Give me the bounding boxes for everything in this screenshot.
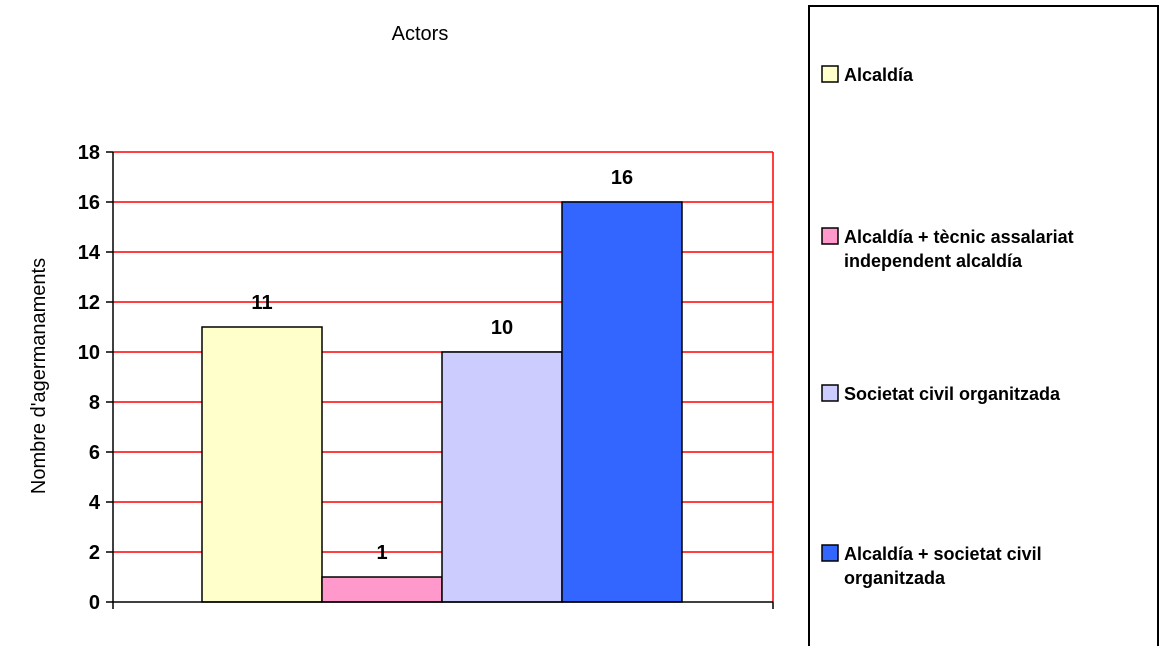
bar bbox=[201, 326, 323, 603]
data-label: 11 bbox=[251, 292, 272, 314]
data-label: 10 bbox=[491, 317, 513, 339]
legend-label: Alcaldía + tècnic assalariat bbox=[844, 227, 1074, 247]
legend-label: Societat civil organitzada bbox=[844, 384, 1061, 404]
bars bbox=[201, 201, 683, 603]
y-tick-label: 8 bbox=[89, 392, 100, 414]
legend: Alcaldía Alcaldía + tècnic assalariat inde… bbox=[808, 5, 1159, 646]
legend-label-line2: organitzada bbox=[844, 568, 946, 588]
legend-label-line2: independent alcaldía bbox=[844, 251, 1023, 271]
y-tick-label: 14 bbox=[78, 242, 101, 264]
bar bbox=[561, 201, 683, 603]
bar bbox=[321, 576, 443, 603]
chart-title: Actors bbox=[392, 23, 449, 45]
legend-swatch bbox=[821, 384, 839, 402]
y-axis-label: Nombre d'agermanaments bbox=[28, 258, 50, 494]
legend-label: Alcaldía bbox=[844, 65, 914, 85]
data-label: 16 bbox=[611, 167, 633, 189]
bar bbox=[441, 351, 563, 603]
y-tick-label: 4 bbox=[89, 492, 101, 514]
legend-swatch bbox=[821, 544, 839, 562]
y-tick-label: 16 bbox=[78, 192, 100, 214]
legend-box bbox=[808, 5, 1159, 646]
y-tick-label: 18 bbox=[78, 142, 100, 164]
data-label: 1 bbox=[376, 542, 387, 564]
y-tick-label: 12 bbox=[78, 292, 100, 314]
y-tick-label: 2 bbox=[89, 542, 100, 564]
legend-swatch bbox=[821, 65, 839, 83]
y-tick-label: 10 bbox=[78, 342, 100, 364]
axes: 0 2 4 6 8 10 12 14 16 18 bbox=[78, 142, 774, 614]
legend-swatch bbox=[821, 227, 839, 245]
legend-label: Alcaldía + societat civil bbox=[844, 544, 1042, 564]
y-tick-label: 0 bbox=[89, 592, 100, 614]
y-tick-label: 6 bbox=[89, 442, 100, 464]
